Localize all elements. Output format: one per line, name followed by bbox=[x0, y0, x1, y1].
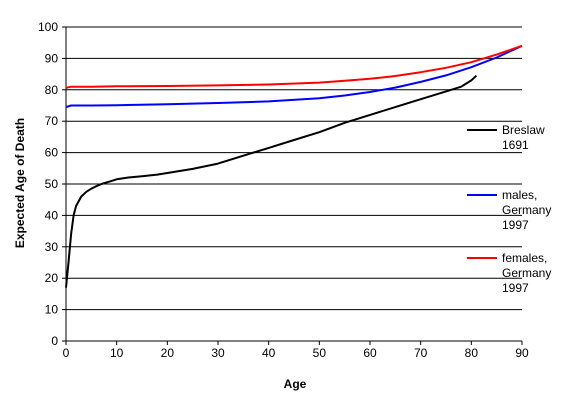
x-axis-title: Age bbox=[284, 377, 307, 391]
y-tick-label: 70 bbox=[45, 114, 59, 128]
series-line-0 bbox=[65, 74, 478, 288]
y-axis-title: Expected Age of Death bbox=[13, 118, 27, 248]
series-lines bbox=[65, 44, 523, 288]
gridlines bbox=[66, 26, 522, 311]
y-tick-label: 10 bbox=[45, 303, 59, 317]
legend-label-1: males, Germany 1997 bbox=[502, 188, 551, 232]
y-tick-label: 40 bbox=[45, 208, 59, 222]
y-tick-label: 0 bbox=[51, 334, 58, 348]
x-tick-label: 20 bbox=[161, 346, 175, 360]
x-tick-label: 40 bbox=[262, 346, 276, 360]
x-tick-label: 10 bbox=[110, 346, 124, 360]
series-line-2 bbox=[65, 44, 523, 89]
x-tick-label: 70 bbox=[414, 346, 428, 360]
y-tick-label: 60 bbox=[45, 146, 59, 160]
legend-label-2: females, Germany 1997 bbox=[502, 251, 551, 295]
y-tick-label: 30 bbox=[45, 240, 59, 254]
x-tick-label: 90 bbox=[515, 346, 529, 360]
x-tick-label: 30 bbox=[211, 346, 225, 360]
legend-label-0: Breslaw 1691 bbox=[502, 123, 545, 152]
x-tick-labels: 0 10 20 30 40 50 60 70 80 90 bbox=[63, 346, 529, 360]
x-tick-label: 50 bbox=[313, 346, 327, 360]
x-tick-label: 80 bbox=[465, 346, 479, 360]
legend: Breslaw 1691 males, Germany 1997 females, Germ… bbox=[467, 123, 551, 295]
series-line-1 bbox=[65, 44, 523, 109]
x-tick-label: 0 bbox=[63, 346, 70, 360]
y-tick-label: 20 bbox=[45, 271, 59, 285]
y-tick-label: 80 bbox=[45, 83, 59, 97]
y-tick-label: 90 bbox=[45, 51, 59, 65]
y-tick-labels: 0 10 20 30 40 50 60 70 80 90 100 bbox=[38, 20, 58, 348]
x-tick-label: 60 bbox=[363, 346, 377, 360]
y-tick-label: 50 bbox=[45, 177, 59, 191]
y-tick-label: 100 bbox=[38, 20, 58, 34]
axes bbox=[62, 26, 523, 345]
